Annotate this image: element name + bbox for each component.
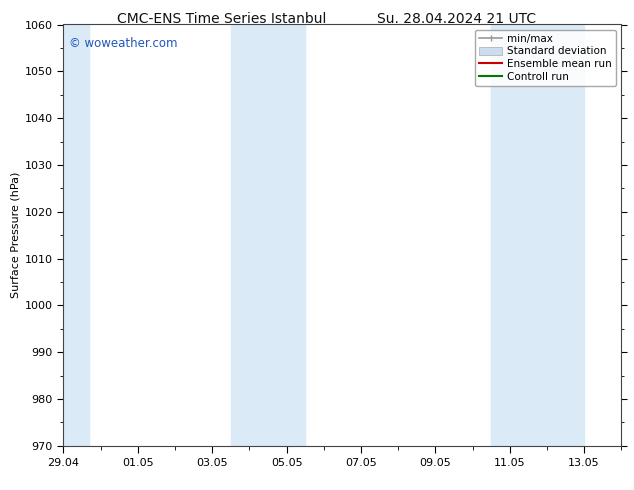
Legend: min/max, Standard deviation, Ensemble mean run, Controll run: min/max, Standard deviation, Ensemble me… <box>475 30 616 86</box>
Bar <box>231 24 305 446</box>
Bar <box>63 24 89 446</box>
Y-axis label: Surface Pressure (hPa): Surface Pressure (hPa) <box>11 172 21 298</box>
Text: CMC-ENS Time Series Istanbul: CMC-ENS Time Series Istanbul <box>117 12 327 26</box>
Text: Su. 28.04.2024 21 UTC: Su. 28.04.2024 21 UTC <box>377 12 536 26</box>
Bar <box>491 24 584 446</box>
Text: © woweather.com: © woweather.com <box>69 37 178 50</box>
